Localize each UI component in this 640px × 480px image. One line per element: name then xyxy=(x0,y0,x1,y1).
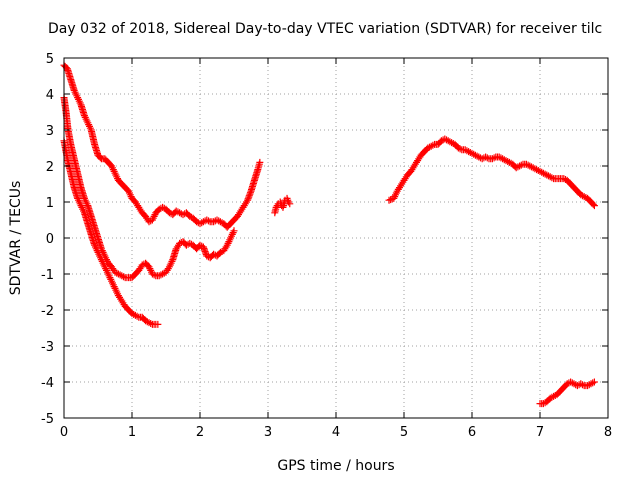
chart-title: Day 032 of 2018, Sidereal Day-to-day VTE… xyxy=(48,21,602,37)
data-point xyxy=(577,380,585,388)
data-point-interp xyxy=(579,381,586,389)
data-point-interp xyxy=(589,200,597,208)
data-point-interp xyxy=(150,271,158,279)
data-point xyxy=(159,270,167,278)
y-tick-label: -3 xyxy=(41,340,54,355)
data-point xyxy=(587,380,595,388)
data-point-interp xyxy=(147,320,155,327)
y-axis-label: SDTVAR / TECUs xyxy=(8,181,24,296)
y-tick-label: 1 xyxy=(46,196,54,211)
y-tick-label: -5 xyxy=(41,412,54,427)
grid xyxy=(64,58,608,418)
data-point xyxy=(570,380,578,388)
series-arc-4 xyxy=(271,194,294,217)
data-point xyxy=(154,320,162,328)
data-point-interp xyxy=(456,145,464,153)
y-tick-label: -2 xyxy=(41,304,54,319)
y-tick-label: -4 xyxy=(41,376,54,391)
data-point xyxy=(230,227,238,235)
x-tick-label: 7 xyxy=(536,425,544,440)
data-point xyxy=(488,155,496,163)
data-point xyxy=(176,209,184,217)
x-tick-label: 6 xyxy=(468,425,476,440)
data-point-interp xyxy=(120,273,127,281)
series-arc-6 xyxy=(536,378,598,408)
data-point-interp xyxy=(589,379,597,387)
y-axis: 5 4 3 2 1 0 -1 -2 -3 -4 -5 xyxy=(41,52,608,427)
data-point xyxy=(199,218,207,226)
data-point xyxy=(286,200,294,208)
y-tick-label: 2 xyxy=(46,160,54,175)
series-arc-1 xyxy=(60,61,264,231)
data-point-interp xyxy=(483,154,491,162)
series-arc-5 xyxy=(385,135,598,210)
y-tick-label: 4 xyxy=(46,88,54,103)
x-tick-label: 0 xyxy=(60,425,68,440)
data-point xyxy=(482,153,490,161)
data-point-interp xyxy=(133,312,141,320)
data-point-interp xyxy=(517,161,525,169)
data-point xyxy=(590,378,598,386)
y-tick-label: 5 xyxy=(46,52,54,67)
x-axis-label: GPS time / hours xyxy=(277,458,394,474)
data-point xyxy=(590,202,598,210)
x-tick-label: 4 xyxy=(332,425,340,440)
x-tick-label: 1 xyxy=(128,425,136,440)
y-tick-label: 0 xyxy=(46,232,54,247)
y-tick-label: 3 xyxy=(46,124,54,139)
data-point xyxy=(210,218,218,226)
data-point-interp xyxy=(429,141,437,149)
x-axis: 0 1 2 3 4 5 6 7 8 xyxy=(60,58,612,440)
x-tick-label: 5 xyxy=(400,425,408,440)
data-point xyxy=(516,162,524,170)
y-tick-label: -1 xyxy=(41,268,54,283)
data-point xyxy=(284,198,292,206)
data-point-interp xyxy=(490,154,498,162)
data-point-interp xyxy=(205,217,212,225)
series-arc-3 xyxy=(60,137,162,328)
x-tick-label: 2 xyxy=(196,425,204,440)
data-point xyxy=(256,158,264,166)
x-tick-label: 3 xyxy=(264,425,272,440)
data-point-interp xyxy=(548,174,556,182)
data-series xyxy=(60,61,598,408)
x-tick-label: 8 xyxy=(604,425,612,440)
